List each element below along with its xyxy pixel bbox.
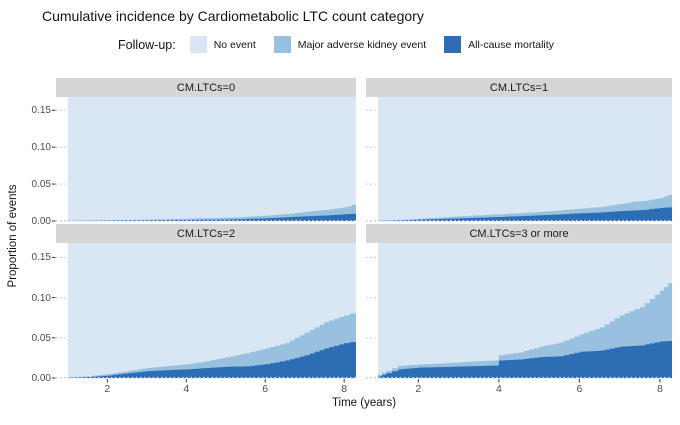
x-tick-label: 2 xyxy=(104,383,111,395)
facet-strip-ltc0: CM.LTCs=0 xyxy=(56,78,356,97)
facet-panel-ltc3 xyxy=(366,243,672,383)
legend-item-label: No event xyxy=(213,38,256,51)
facet-strip-label: CM.LTCs=2 xyxy=(176,227,236,240)
y-tick-label: 0.15 xyxy=(31,105,51,117)
y-axis-title: Proportion of events xyxy=(7,184,19,288)
y-tick-label: 0.00 xyxy=(31,373,51,384)
chart-title: Cumulative incidence by Cardiometabolic … xyxy=(42,8,424,24)
y-tick-label: 0.00 xyxy=(31,216,51,227)
legend-item-no-event: No event xyxy=(189,36,256,53)
facet-strip-label: CM.LTCs=0 xyxy=(176,81,236,94)
facet-strip-label: CM.LTCs=3 or more xyxy=(469,227,569,240)
x-axis-title: Time (years) xyxy=(331,397,397,409)
y-tick-label: 0.05 xyxy=(31,332,51,344)
facet-strip-ltc3: CM.LTCs=3 or more xyxy=(366,224,672,243)
mortality-swatch-icon xyxy=(444,36,462,53)
legend: Follow-up: No event Major adverse kidney… xyxy=(0,36,680,53)
x-tick-label: 6 xyxy=(576,383,583,395)
legend-item-make: Major adverse kidney event xyxy=(273,36,427,53)
legend-title: Follow-up: xyxy=(118,37,176,52)
facet-panel-ltc0 xyxy=(52,97,356,222)
x-tick-label: 6 xyxy=(262,383,269,395)
x-tick-label: 8 xyxy=(656,383,663,395)
x-tick-label: 8 xyxy=(341,383,348,395)
legend-item-mortality: All-cause mortality xyxy=(444,36,554,53)
facet-strip-ltc1: CM.LTCs=1 xyxy=(366,78,672,97)
facet-strip-ltc2: CM.LTCs=2 xyxy=(56,224,356,243)
no-event-swatch-icon xyxy=(189,36,207,53)
y-tick-label: 0.05 xyxy=(31,179,51,191)
facet-strip-label: CM.LTCs=1 xyxy=(489,81,549,94)
y-tick-label: 0.10 xyxy=(31,292,51,304)
make-swatch-icon xyxy=(273,36,291,53)
legend-item-label: All-cause mortality xyxy=(468,38,554,51)
x-tick-label: 4 xyxy=(495,383,502,395)
x-tick-label: 2 xyxy=(415,383,422,395)
y-tick-label: 0.10 xyxy=(31,142,51,154)
y-tick-label: 0.15 xyxy=(31,252,51,264)
facet-panel-ltc1 xyxy=(366,97,672,222)
facet-panel-ltc2 xyxy=(52,243,356,383)
legend-item-label: Major adverse kidney event xyxy=(297,38,427,51)
x-tick-label: 4 xyxy=(183,383,190,395)
